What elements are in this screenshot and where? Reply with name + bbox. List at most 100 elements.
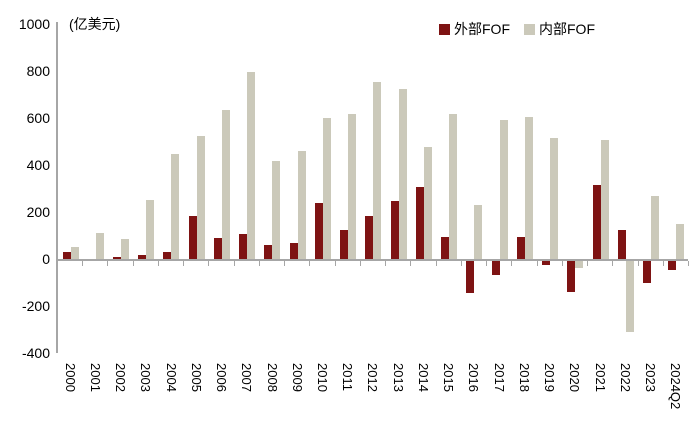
- x-category-label-2013: 2013: [390, 363, 406, 392]
- bar-外部FOF-2005: [188, 215, 197, 259]
- bar-内部FOF-2008: [272, 161, 281, 259]
- bar-外部FOF-2004: [163, 251, 172, 259]
- bar-内部FOF-2007: [247, 72, 256, 259]
- x-axis-tick: [587, 261, 589, 266]
- y-tick-label: 400: [26, 157, 50, 173]
- bar-外部FOF-2014: [415, 187, 424, 259]
- x-category-label-2004: 2004: [163, 363, 179, 392]
- bar-内部FOF-2003: [146, 200, 155, 259]
- x-category-label-2009: 2009: [289, 363, 305, 392]
- chart-legend: 外部FOF 内部FOF: [439, 21, 595, 37]
- x-category-label-2003: 2003: [138, 363, 154, 392]
- bar-内部FOF-2018: [524, 116, 533, 259]
- bar-内部FOF-2013: [398, 88, 407, 259]
- y-tick-label: 600: [26, 110, 50, 126]
- bar-内部FOF-2011: [348, 114, 357, 259]
- x-category-label-2022: 2022: [617, 363, 633, 392]
- x-category-label-2011: 2011: [340, 363, 356, 391]
- y-tick-label: 1000: [18, 16, 50, 32]
- bar-内部FOF-2005: [196, 135, 205, 259]
- x-category-label-2002: 2002: [113, 363, 129, 392]
- bar-外部FOF-2011: [340, 229, 349, 259]
- bar-外部FOF-2017: [491, 261, 500, 276]
- x-axis-tick: [536, 261, 538, 266]
- bar-内部FOF-2022: [625, 261, 634, 332]
- x-category-label-2020: 2020: [567, 363, 583, 392]
- bar-内部FOF-2015: [449, 114, 458, 259]
- bar-外部FOF-2002: [112, 257, 121, 259]
- x-axis-tick: [309, 261, 311, 266]
- bar-外部FOF-2022: [617, 229, 626, 259]
- x-category-label-2015: 2015: [441, 363, 457, 392]
- bar-内部FOF-2016: [474, 204, 483, 259]
- x-category-label-2014: 2014: [415, 363, 431, 392]
- y-axis-line: [56, 22, 58, 353]
- bar-外部FOF-2010: [314, 202, 323, 259]
- bar-内部FOF-2017: [499, 120, 508, 259]
- x-category-label-2010: 2010: [315, 363, 330, 392]
- bar-内部FOF-2001: [95, 233, 104, 259]
- bar-外部FOF-2013: [390, 201, 399, 259]
- x-axis-tick: [183, 261, 185, 266]
- bar-内部FOF-2021: [600, 140, 609, 259]
- bar-外部FOF-2006: [213, 237, 222, 259]
- bar-外部FOF-2008: [264, 244, 273, 259]
- bar-内部FOF-2024Q2: [676, 223, 685, 259]
- y-tick-label: -200: [21, 298, 50, 314]
- bar-外部FOF-2016: [466, 261, 475, 293]
- bar-外部FOF-2000: [62, 251, 71, 259]
- bar-内部FOF-2020: [575, 261, 584, 269]
- x-axis-tick: [637, 261, 639, 266]
- axis-unit-label: (亿美元): [69, 16, 121, 32]
- x-category-label-2023: 2023: [643, 363, 659, 392]
- y-tick-label: 200: [26, 204, 50, 220]
- x-axis-tick: [662, 261, 664, 266]
- x-axis-zero-line: [56, 259, 688, 261]
- x-category-label-2012: 2012: [365, 363, 381, 392]
- bar-内部FOF-2023: [651, 195, 660, 259]
- x-axis-tick: [511, 261, 513, 266]
- x-category-label-2008: 2008: [264, 363, 280, 392]
- x-category-label-2000: 2000: [62, 363, 78, 392]
- x-axis-tick: [258, 261, 260, 266]
- bar-外部FOF-2007: [239, 234, 248, 259]
- bar-内部FOF-2002: [120, 239, 129, 259]
- x-axis-tick: [132, 261, 134, 266]
- x-axis-tick: [208, 261, 210, 266]
- bar-内部FOF-2012: [373, 81, 382, 259]
- bar-内部FOF-2004: [171, 154, 180, 259]
- x-axis-tick: [157, 261, 159, 266]
- bar-内部FOF-2010: [322, 118, 331, 259]
- x-axis-tick: [460, 261, 462, 266]
- bar-内部FOF-2009: [297, 150, 306, 259]
- bar-内部FOF-2000: [70, 247, 79, 259]
- x-axis-tick: [612, 261, 614, 266]
- bar-外部FOF-2023: [643, 261, 652, 284]
- legend-swatch-icon: [439, 23, 450, 35]
- legend-swatch-icon: [524, 23, 535, 35]
- bar-内部FOF-2014: [423, 147, 432, 259]
- bar-外部FOF-2003: [138, 255, 147, 259]
- legend-item-内部FOF: 内部FOF: [524, 21, 595, 37]
- bar-外部FOF-2018: [516, 236, 525, 259]
- x-category-label-2017: 2017: [491, 363, 507, 392]
- x-category-label-2001: 2001: [87, 363, 103, 392]
- x-axis-tick: [82, 261, 84, 266]
- x-axis-tick: [688, 261, 689, 266]
- bar-内部FOF-2019: [550, 137, 559, 259]
- x-category-label-2007: 2007: [239, 363, 255, 392]
- x-axis-tick: [561, 261, 563, 266]
- x-category-label-2016: 2016: [466, 363, 482, 392]
- x-axis-tick: [284, 261, 286, 266]
- y-tick-label: 0: [42, 251, 50, 267]
- x-axis-tick: [107, 261, 109, 266]
- x-axis-tick: [410, 261, 412, 266]
- x-category-label-2018: 2018: [516, 363, 532, 392]
- x-axis-tick: [233, 261, 235, 266]
- x-category-label-2024Q2: 2024Q2: [668, 363, 684, 410]
- x-category-label-2019: 2019: [542, 363, 558, 392]
- y-tick-label: 800: [26, 63, 50, 79]
- y-tick-label: -400: [21, 345, 50, 361]
- x-axis-tick: [359, 261, 361, 266]
